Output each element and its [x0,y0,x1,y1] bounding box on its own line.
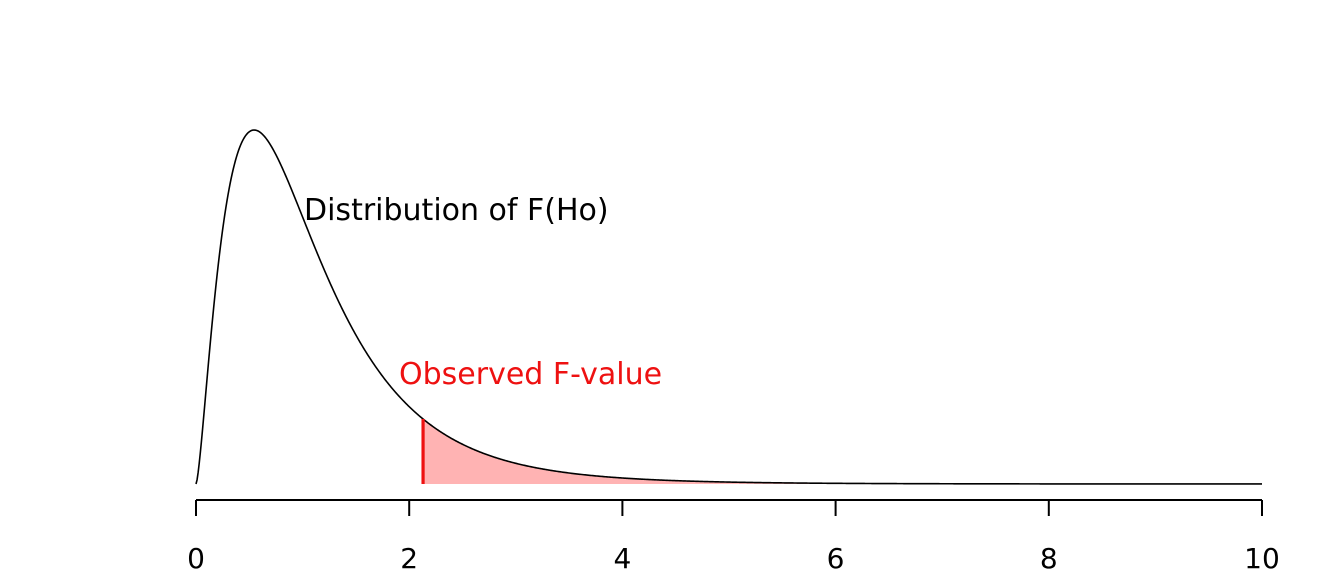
x-tick-label: 6 [827,542,845,575]
f-density-curve [195,129,1262,485]
tail-area-shading [423,419,1262,484]
x-tick-label: 4 [613,542,631,575]
x-tick-label: 2 [400,542,418,575]
observed-f-label: Observed F-value [399,357,662,392]
x-tick-label: 8 [1040,542,1058,575]
x-tick-label: 0 [187,542,205,575]
curve-label: Distribution of F(Ho) [304,193,609,228]
x-tick-label: 10 [1244,542,1280,575]
x-axis: 0 2 4 6 8 10 [187,499,1280,575]
